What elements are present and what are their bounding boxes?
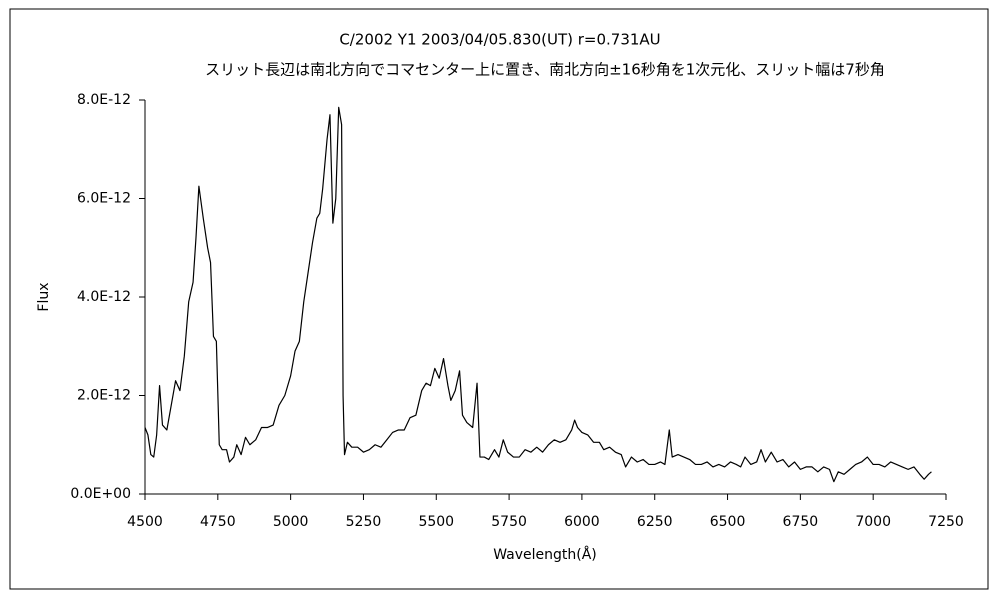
x-tick-label: 5750 bbox=[491, 514, 527, 530]
y-tick-label: 8.0E-12 bbox=[77, 92, 131, 108]
chart-title: C/2002 Y1 2003/04/05.830(UT) r=0.731AU bbox=[339, 31, 660, 49]
x-tick-label: 6000 bbox=[564, 514, 600, 530]
chart-frame bbox=[9, 8, 989, 590]
y-tick-label: 4.0E-12 bbox=[77, 289, 131, 305]
x-tick-label: 6250 bbox=[637, 514, 673, 530]
x-axis-label: Wavelength(Å) bbox=[493, 546, 597, 563]
x-tick-label: 5000 bbox=[273, 514, 309, 530]
x-tick-label: 6750 bbox=[783, 514, 819, 530]
chart-subtitle: スリット長辺は南北方向でコマセンター上に置き、南北方向±16秒角を1次元化、スリ… bbox=[205, 61, 885, 79]
x-tick-label: 5250 bbox=[346, 514, 382, 530]
x-tick-label: 4500 bbox=[127, 514, 163, 530]
x-tick-label: 6500 bbox=[710, 514, 746, 530]
y-tick-label: 2.0E-12 bbox=[77, 388, 131, 404]
x-tick-label: 5500 bbox=[418, 514, 454, 530]
spectrum-line bbox=[144, 106, 932, 483]
y-axis-label: Flux bbox=[36, 282, 52, 311]
y-tick-label: 6.0E-12 bbox=[77, 191, 131, 207]
y-tick-label: 0.0E+00 bbox=[70, 486, 131, 502]
x-tick-label: 4750 bbox=[200, 514, 236, 530]
x-tick-label: 7000 bbox=[855, 514, 891, 530]
x-tick-label: 7250 bbox=[928, 514, 964, 530]
